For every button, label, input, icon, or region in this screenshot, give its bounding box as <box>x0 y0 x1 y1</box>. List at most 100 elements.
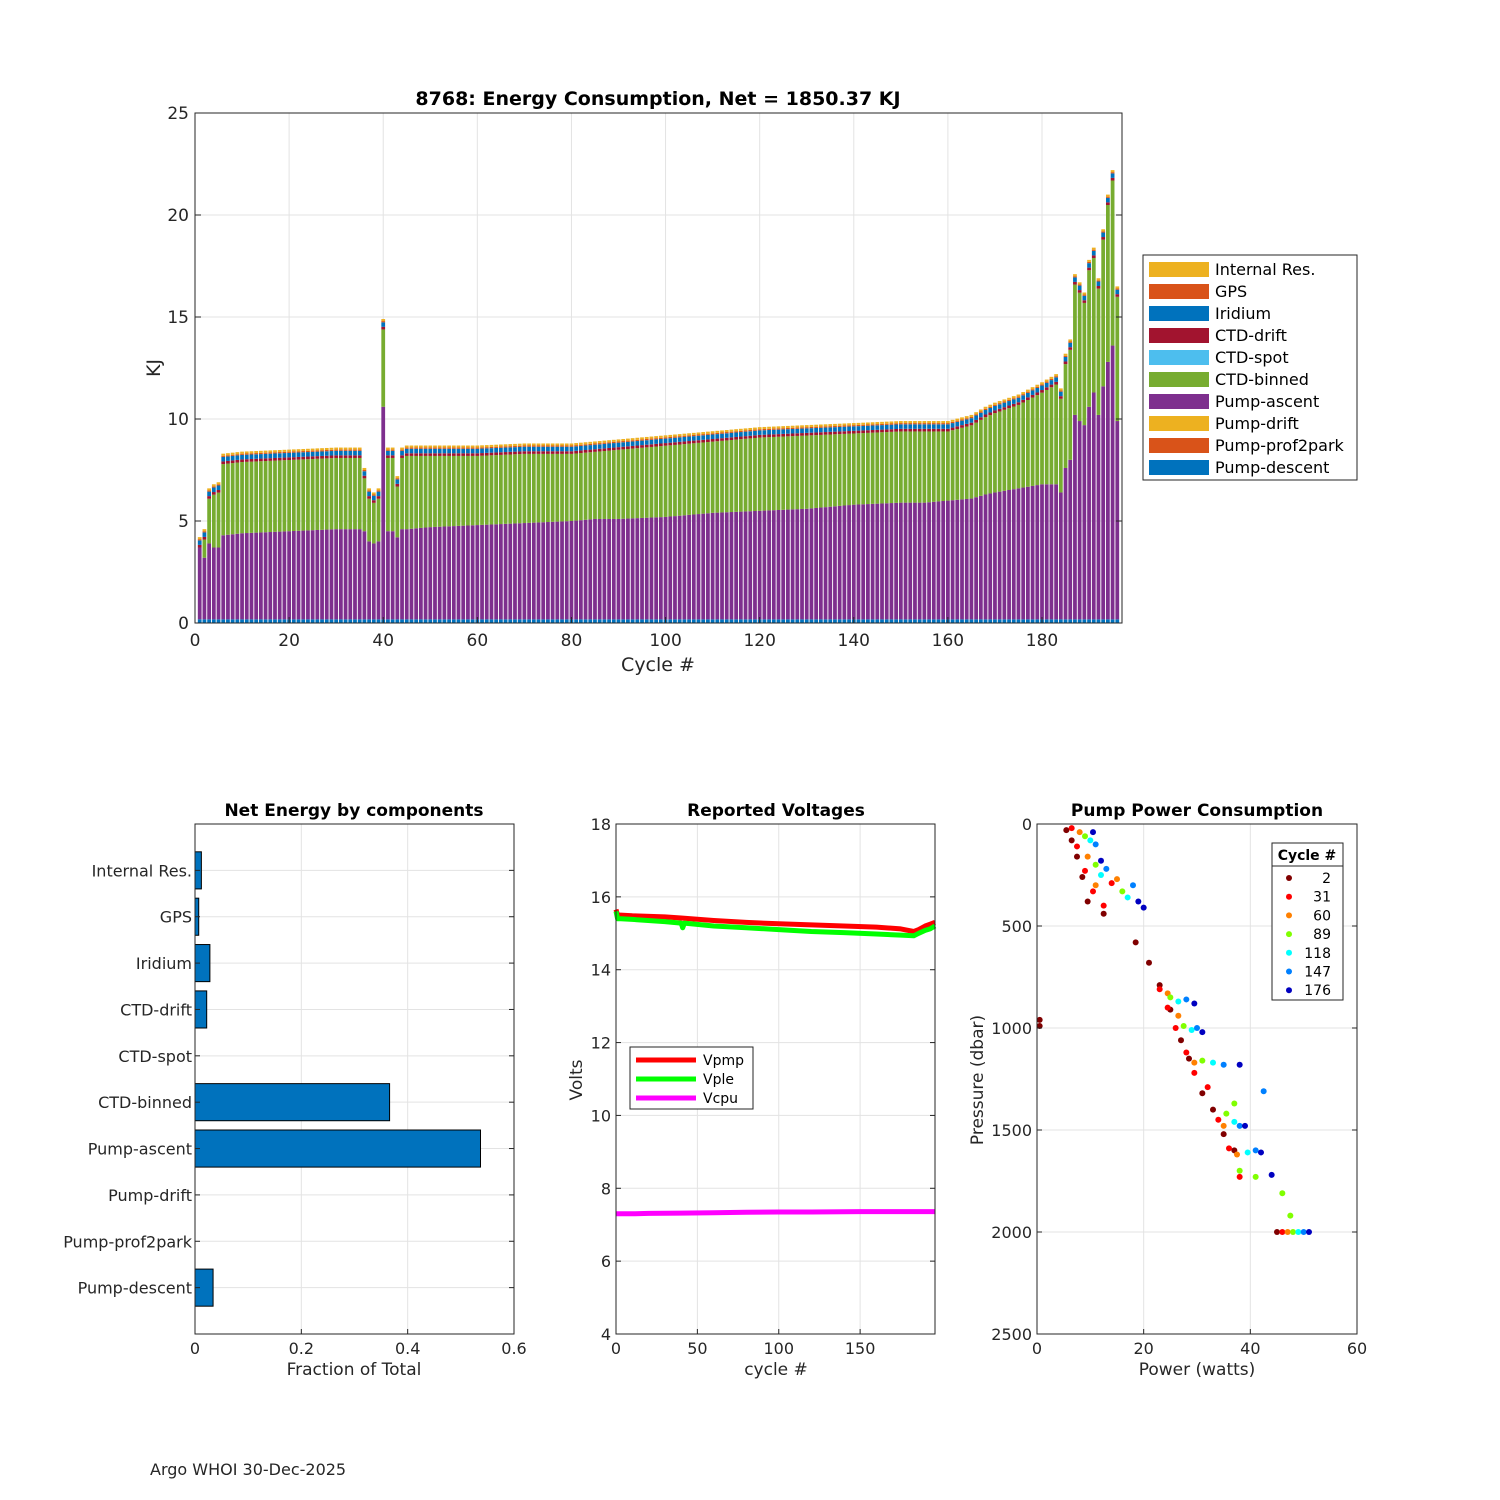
energy-ytick-label: 25 <box>167 104 189 124</box>
energy-bar-pump-descent <box>202 619 207 623</box>
energy-bar-pump-ascent <box>546 522 550 620</box>
energy-bar-iridium <box>423 448 428 454</box>
energy-bar-ctd-binned <box>682 444 687 516</box>
energy-bar-iridium <box>461 448 466 454</box>
energy-bar-ctd-drift <box>837 431 842 435</box>
energy-bar-iridium <box>291 452 296 458</box>
components-category-label: CTD-spot <box>118 1047 192 1066</box>
energy-bar-iridium <box>301 452 306 457</box>
energy-bar-iridium <box>1101 232 1106 238</box>
energy-bar-ctd-binned <box>663 445 668 517</box>
energy-bar-gps <box>649 438 654 440</box>
energy-bar-pump-ascent <box>197 547 202 620</box>
energy-bar-pump-ascent <box>409 528 414 620</box>
energy-bar-ctd-drift <box>790 433 795 437</box>
energy-bar-pump-descent <box>197 619 202 623</box>
energy-bar-pump-ascent <box>757 510 762 620</box>
energy-bar-internal-res- <box>404 445 409 448</box>
energy-bar-iridium <box>833 427 837 432</box>
energy-bar-gps <box>357 449 362 451</box>
energy-bar-gps <box>226 455 230 457</box>
energy-bar-internal-res- <box>334 447 339 450</box>
energy-bar-iridium <box>1073 277 1077 282</box>
energy-bar-iridium <box>202 532 207 537</box>
energy-bar-iridium <box>691 436 696 441</box>
energy-bar-ctd-binned <box>541 453 546 523</box>
energy-bar-pump-ascent <box>367 541 371 620</box>
energy-bar-ctd-drift <box>917 428 922 432</box>
energy-bar-pump-ascent <box>437 526 442 620</box>
energy-bar-ctd-drift <box>437 453 442 456</box>
energy-bar-iridium <box>974 415 979 420</box>
energy-bar-pump-descent <box>362 619 367 623</box>
energy-bar-ctd-drift <box>635 445 640 449</box>
energy-bar-ctd-binned <box>748 438 753 512</box>
energy-bar-pump-ascent <box>560 521 564 620</box>
pump-legend-label: 60 <box>1313 908 1331 924</box>
energy-bar-pump-ascent <box>626 518 630 620</box>
pump-legend-label: 89 <box>1313 927 1331 943</box>
energy-bar-gps <box>588 443 593 446</box>
energy-bar-pump-descent <box>249 619 254 623</box>
energy-bar-pump-ascent <box>814 507 819 620</box>
energy-bar-pump-ascent <box>498 524 503 620</box>
energy-bar-pump-ascent <box>513 523 517 620</box>
energy-bar-ctd-drift <box>263 458 268 462</box>
voltages-legend-label: Vpmp <box>703 1053 744 1069</box>
energy-bar-gps <box>1106 196 1110 198</box>
energy-bar-pump-descent <box>790 619 795 623</box>
energy-bar-ctd-binned <box>917 431 922 503</box>
energy-bar-pump-ascent <box>527 522 531 620</box>
energy-bar-ctd-drift <box>687 441 691 444</box>
energy-bar-ctd-binned <box>390 457 395 532</box>
energy-bar-ctd-drift <box>1002 407 1007 410</box>
energy-bar-iridium <box>983 410 988 415</box>
energy-bar-pump-ascent <box>1077 421 1082 620</box>
energy-bar-ctd-binned <box>644 447 649 518</box>
energy-bar-ctd-binned <box>941 431 946 502</box>
energy-bar-gps <box>875 424 880 426</box>
energy-bar-iridium <box>564 446 569 452</box>
energy-bar-gps <box>296 451 301 453</box>
energy-bar-ctd-binned <box>1040 392 1044 485</box>
voltages-ytick-label: 4 <box>601 1325 611 1344</box>
energy-bar-internal-res- <box>950 419 955 422</box>
energy-bar-iridium <box>903 424 908 429</box>
energy-bar-internal-res- <box>1035 384 1040 387</box>
energy-bar-iridium <box>1035 387 1040 393</box>
energy-xtick-label: 120 <box>743 631 775 651</box>
energy-bar-iridium <box>400 450 404 456</box>
energy-bar-pump-descent <box>560 619 564 623</box>
energy-bar-pump-descent <box>903 619 908 623</box>
energy-bar-internal-res- <box>447 445 451 448</box>
energy-bar-pump-descent <box>282 619 287 623</box>
pump-xtick-label: 0 <box>1032 1339 1042 1358</box>
energy-bar-pump-ascent <box>706 513 710 620</box>
energy-bar-ctd-binned <box>734 439 739 512</box>
energy-bar-gps <box>1016 396 1021 398</box>
energy-bar-pump-ascent <box>353 529 357 620</box>
energy-bar-gps <box>197 539 202 541</box>
energy-bar-ctd-binned <box>809 435 814 509</box>
energy-bar-gps <box>946 423 950 425</box>
energy-bar-pump-ascent <box>729 512 734 620</box>
energy-bar-ctd-binned <box>630 448 635 519</box>
energy-bar-ctd-drift <box>644 444 649 448</box>
energy-bar-ctd-drift <box>927 428 931 432</box>
energy-bar-iridium <box>866 425 870 431</box>
energy-bar-gps <box>691 434 696 437</box>
energy-bar-ctd-drift <box>626 446 630 449</box>
energy-bar-pump-descent <box>1058 619 1063 623</box>
energy-bar-pump-ascent <box>663 516 668 620</box>
energy-bar-pump-ascent <box>720 512 724 620</box>
energy-bar-gps <box>861 424 866 426</box>
energy-bar-internal-res- <box>386 447 390 450</box>
energy-bar-iridium <box>428 448 433 454</box>
energy-bar-pump-ascent <box>574 520 579 620</box>
energy-bar-iridium <box>569 446 574 452</box>
energy-bar-internal-res- <box>978 409 983 412</box>
energy-bar-iridium <box>1044 382 1049 388</box>
energy-bar-ctd-binned <box>433 455 437 527</box>
energy-bar-pump-ascent <box>1021 487 1026 620</box>
